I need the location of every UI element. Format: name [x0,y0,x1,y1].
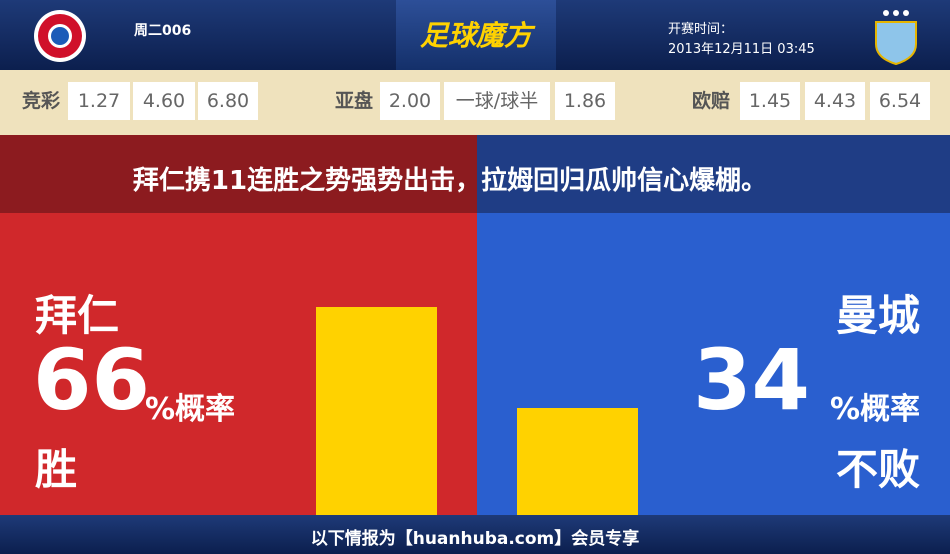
headline: 拜仁携11连胜之势强势出击，拉姆回归瓜帅信心爆棚。 [132,166,768,196]
odds-label: 竞彩 [22,90,61,112]
time: 2013年12月11日 03:45 [668,42,815,57]
brand: 足球魔方 [419,19,532,52]
outcome: 不败 [835,445,920,494]
odds-value: 6.54 [870,82,930,120]
home-logo [34,10,86,62]
odds-value: 4.43 [805,82,865,120]
unit: %概率 [145,392,236,427]
team-name: 拜仁 [35,291,120,340]
odds-bar: 竞彩 1.27 4.60 6.80 亚盘 2.00 一球/球半 1.86 欧赔 … [0,70,950,135]
odds-value: 1.45 [740,82,800,120]
header: 周二006 足球魔方 开赛时间： 2013年12月11日 03:45 [0,0,950,70]
odds-value: 一球/球半 [444,82,550,120]
match-no: 周二006 [134,23,192,39]
probability-bar [517,407,638,515]
odds-value: 4.60 [133,82,195,120]
odds-label: 亚盘 [335,90,374,112]
outcome: 胜 [35,445,78,494]
team-name: 曼城 [835,291,920,340]
odds-value: 2.00 [380,82,440,120]
probability-bar [316,307,437,515]
unit: %概率 [829,392,920,427]
footer: 以下情报为【huanhuba.com】会员专享 [310,529,640,549]
odds-value: 1.27 [68,82,130,120]
time-label: 开赛时间： [668,22,734,37]
odds-value: 1.86 [555,82,615,120]
odds-value: 6.80 [198,82,258,120]
away-logo [875,10,917,66]
probability: 34 [693,331,810,429]
odds-label: 欧赔 [692,90,731,112]
probability: 66 [33,331,150,429]
